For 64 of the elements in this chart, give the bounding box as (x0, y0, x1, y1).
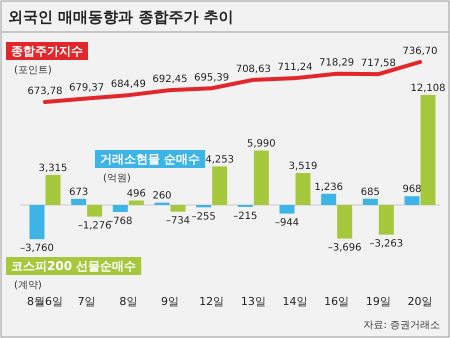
data-label: –215 (233, 210, 258, 222)
data-label: 711,24 (278, 62, 312, 74)
bar (420, 95, 436, 205)
data-label: 717,58 (360, 58, 396, 70)
data-label: 673,78 (28, 86, 62, 97)
data-label: 4,253 (205, 154, 234, 166)
data-label: 12,108 (410, 83, 446, 94)
x-tick-label: 20일 (408, 295, 432, 308)
x-tick-label: 14일 (282, 295, 308, 308)
chart-title: 외국인 매매동향과 종합주가 추이 (8, 8, 234, 26)
data-label: –944 (274, 218, 300, 229)
x-tick-label: 19일 (366, 295, 391, 308)
data-label: 3,519 (288, 161, 318, 172)
data-label: 673 (69, 186, 88, 198)
x-tick-label: 8월6일 (27, 295, 63, 308)
x-tick-label: 16일 (324, 295, 350, 308)
data-label: –3,263 (370, 238, 404, 250)
bar (280, 205, 294, 214)
x-tick-label: 12일 (199, 295, 224, 308)
bar (87, 205, 102, 217)
bar (112, 205, 128, 212)
data-label: –255 (192, 211, 216, 222)
data-label: –3,696 (328, 242, 362, 254)
data-label: 496 (126, 188, 146, 200)
bar (404, 196, 420, 205)
bar (170, 205, 186, 212)
x-tick-label: 8일 (119, 295, 138, 308)
annotation: (억원) (103, 173, 131, 184)
data-label: 684,49 (110, 79, 146, 90)
text: (계약) (14, 280, 42, 291)
bar (71, 198, 86, 205)
data-label: –1,276 (78, 220, 112, 232)
data-label: 260 (152, 190, 172, 202)
x-tick-label: 13일 (240, 295, 266, 308)
text: (포인트) (14, 65, 52, 76)
x-tick-label: 7일 (78, 295, 96, 308)
bar (46, 174, 60, 205)
bar (321, 194, 336, 205)
data-label: 685 (360, 186, 380, 198)
data-label: 695,39 (194, 72, 230, 84)
data-label: 736,70 (402, 46, 438, 57)
data-label: 679,37 (69, 82, 104, 94)
bar (337, 205, 352, 239)
bar (254, 150, 269, 205)
data-label: 718,29 (319, 58, 354, 69)
data-label: 1,236 (314, 182, 343, 193)
text: 종합주가지수 (11, 44, 83, 58)
bar (296, 173, 310, 205)
data-label: 968 (402, 184, 422, 196)
data-label: –734 (166, 216, 190, 227)
data-label: 708,63 (236, 64, 271, 75)
data-label: 5,990 (247, 138, 276, 150)
bar (362, 198, 378, 205)
bar (212, 166, 228, 205)
text: 자료: 증권거래소 (363, 320, 440, 331)
text: 거래소현물 순매수 (100, 152, 200, 166)
bar (128, 200, 144, 205)
data-label: –3,760 (20, 243, 54, 254)
text: 코스피200 선물순매수 (11, 259, 136, 273)
bar (378, 205, 394, 235)
x-tick-label: 9일 (161, 295, 179, 308)
data-label: 692,45 (152, 74, 188, 86)
data-label: 3,315 (38, 162, 68, 174)
bar (30, 205, 44, 240)
